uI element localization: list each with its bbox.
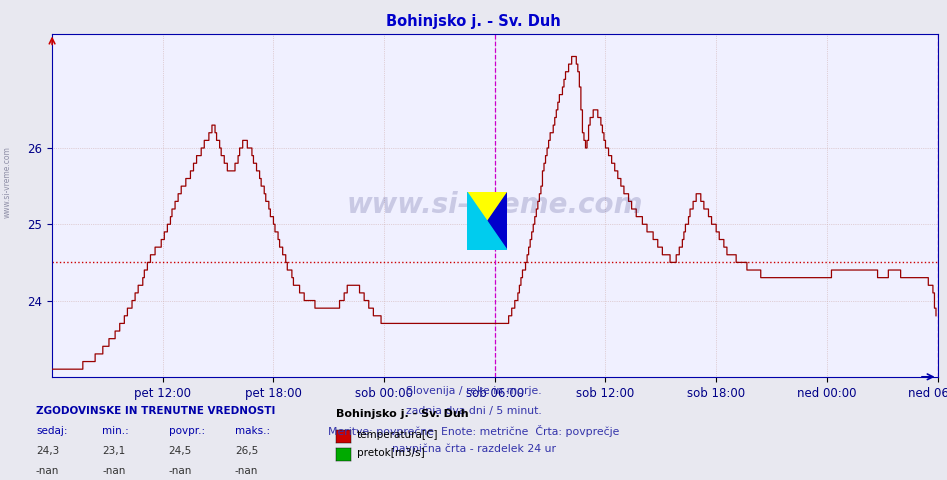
Text: www.si-vreme.com: www.si-vreme.com bbox=[3, 146, 12, 218]
Text: -nan: -nan bbox=[169, 466, 192, 476]
Text: sedaj:: sedaj: bbox=[36, 426, 67, 436]
Text: min.:: min.: bbox=[102, 426, 129, 436]
Text: Meritve: povprečne  Enote: metrične  Črta: povprečje: Meritve: povprečne Enote: metrične Črta:… bbox=[328, 425, 619, 437]
Polygon shape bbox=[467, 192, 507, 250]
Text: 26,5: 26,5 bbox=[235, 446, 259, 456]
Text: 24,5: 24,5 bbox=[169, 446, 192, 456]
Text: povpr.:: povpr.: bbox=[169, 426, 205, 436]
Polygon shape bbox=[467, 192, 507, 250]
Text: Bohinjsko j. - Sv. Duh: Bohinjsko j. - Sv. Duh bbox=[336, 409, 469, 420]
Text: temperatura[C]: temperatura[C] bbox=[357, 430, 438, 440]
Text: Slovenija / reke in morje.: Slovenija / reke in morje. bbox=[405, 386, 542, 396]
Text: 24,3: 24,3 bbox=[36, 446, 60, 456]
Text: Bohinjsko j. - Sv. Duh: Bohinjsko j. - Sv. Duh bbox=[386, 14, 561, 29]
Polygon shape bbox=[467, 192, 507, 250]
Text: -nan: -nan bbox=[235, 466, 259, 476]
Text: -nan: -nan bbox=[102, 466, 126, 476]
Text: ZGODOVINSKE IN TRENUTNE VREDNOSTI: ZGODOVINSKE IN TRENUTNE VREDNOSTI bbox=[36, 406, 276, 416]
Text: zadnja dva dni / 5 minut.: zadnja dva dni / 5 minut. bbox=[405, 406, 542, 416]
Text: pretok[m3/s]: pretok[m3/s] bbox=[357, 448, 425, 458]
Text: navpična črta - razdelek 24 ur: navpična črta - razdelek 24 ur bbox=[391, 444, 556, 455]
Text: 23,1: 23,1 bbox=[102, 446, 126, 456]
Text: www.si-vreme.com: www.si-vreme.com bbox=[347, 191, 643, 219]
Text: maks.:: maks.: bbox=[235, 426, 270, 436]
Text: -nan: -nan bbox=[36, 466, 60, 476]
